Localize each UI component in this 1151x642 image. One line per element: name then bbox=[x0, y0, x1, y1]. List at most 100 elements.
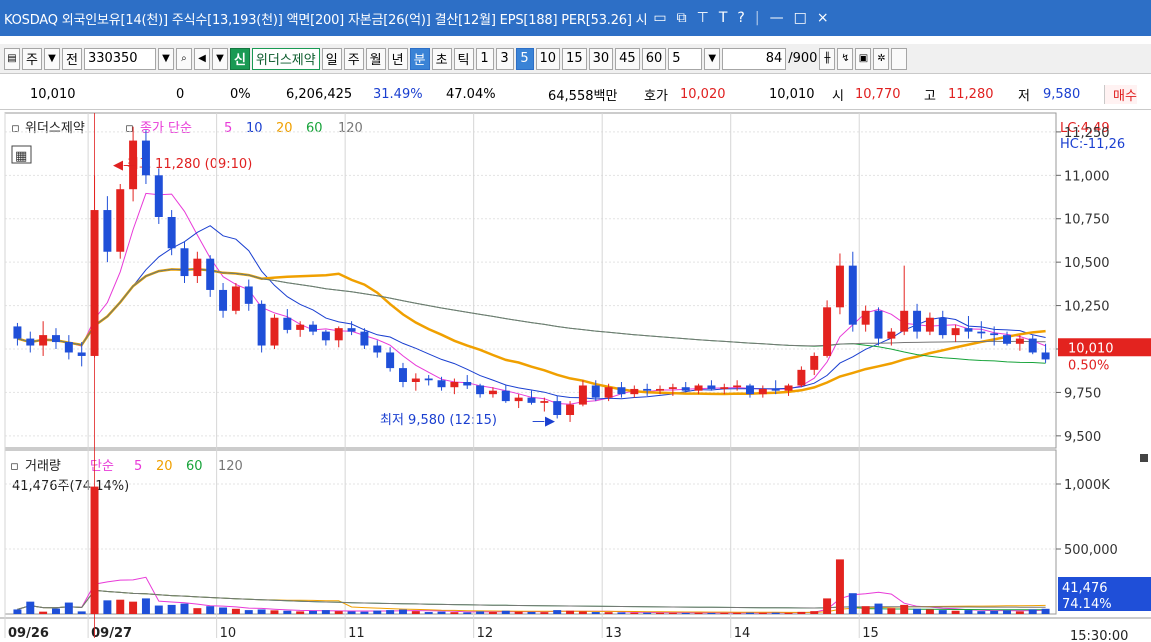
help-icon[interactable]: ? bbox=[737, 10, 745, 26]
volume-bar bbox=[1028, 609, 1037, 614]
candle-style-icon[interactable]: ╫ bbox=[819, 47, 836, 70]
code-dropdown-icon[interactable]: ▼ bbox=[157, 47, 174, 70]
price-legend-box2: ▫ bbox=[125, 121, 134, 136]
interval-1[interactable]: 1 bbox=[475, 47, 494, 70]
period-day[interactable]: 일 bbox=[321, 47, 342, 70]
speaker-icon[interactable]: ◀ bbox=[193, 47, 210, 70]
save-icon[interactable]: ▣ bbox=[855, 47, 872, 70]
low-annotation: 최저 9,580 (12:15) bbox=[380, 413, 497, 428]
volume-legend-label[interactable]: 단순 bbox=[90, 459, 114, 474]
volume-legend-name[interactable]: 거래량 bbox=[25, 459, 61, 474]
volume-bar bbox=[1041, 608, 1050, 614]
price-legend-box: ▫ bbox=[11, 121, 20, 136]
checkbox[interactable] bbox=[891, 47, 908, 70]
candle-body bbox=[167, 217, 176, 249]
volume-bar bbox=[668, 612, 677, 614]
volume-bar bbox=[309, 610, 318, 614]
stock-code-input[interactable]: 330350 bbox=[83, 47, 156, 70]
layout-toggle-icon[interactable]: ▤ bbox=[4, 47, 20, 70]
volume-bar bbox=[874, 603, 883, 614]
period-second[interactable]: 초 bbox=[431, 47, 452, 70]
minimize-icon[interactable]: — bbox=[769, 10, 784, 26]
volume-tick-label: 1,000K bbox=[1064, 478, 1110, 493]
maximize-icon[interactable]: □ bbox=[793, 10, 807, 26]
price-tick-label: 11,250 bbox=[1064, 126, 1110, 141]
candle-body bbox=[553, 401, 562, 415]
candle-body bbox=[437, 380, 446, 388]
current-price: 10,010 bbox=[30, 87, 76, 102]
search-icon[interactable]: ⌕ bbox=[175, 47, 192, 70]
candle-body bbox=[720, 387, 729, 389]
period-year[interactable]: 년 bbox=[387, 47, 408, 70]
candle-body bbox=[244, 286, 253, 304]
candle-body bbox=[501, 390, 510, 402]
period-month[interactable]: 월 bbox=[365, 47, 386, 70]
candle-body bbox=[861, 310, 870, 325]
buy-button[interactable]: 매수 bbox=[1104, 85, 1137, 104]
period-week[interactable]: 주 bbox=[343, 47, 364, 70]
stock-chart[interactable]: ▫ 위더스제약 ▫ 종가 단순 5 10 20 60 120 ▦ ▫ 거래량 단… bbox=[0, 112, 1151, 642]
candle-body bbox=[206, 258, 215, 290]
hc-label: HC:-11,26 bbox=[1060, 137, 1125, 152]
volume-bar bbox=[797, 611, 806, 614]
volume-bar bbox=[257, 609, 266, 614]
interval-select[interactable]: 5 bbox=[668, 47, 703, 70]
last-volume-pct-label: 74.14% bbox=[1062, 597, 1112, 612]
volume-bar bbox=[154, 605, 163, 614]
candle-body bbox=[1003, 335, 1012, 344]
indicator-icon[interactable]: ↯ bbox=[837, 47, 854, 70]
grid-toggle-icon[interactable] bbox=[11, 145, 32, 164]
volume-bar bbox=[604, 612, 613, 614]
date-label: 11 bbox=[348, 626, 365, 641]
market-select[interactable]: 전 bbox=[61, 47, 82, 70]
candle-body bbox=[848, 265, 857, 325]
vma60-label: 60 bbox=[186, 459, 203, 474]
speaker-dropdown-icon[interactable]: ▼ bbox=[211, 47, 228, 70]
settings-icon[interactable]: ✲ bbox=[873, 47, 890, 70]
price-legend-label[interactable]: 종가 단순 bbox=[140, 121, 192, 136]
window-icon[interactable]: ▭ bbox=[653, 10, 667, 26]
candle-body bbox=[231, 286, 240, 311]
date-label: 14 bbox=[734, 626, 751, 641]
candle-body bbox=[334, 328, 343, 341]
font-icon[interactable]: T bbox=[718, 10, 728, 26]
mode-dropdown-icon[interactable]: ▼ bbox=[43, 47, 60, 70]
turnover-ratio: 47.04% bbox=[446, 87, 496, 102]
volume-bar bbox=[424, 612, 433, 614]
last-price-box bbox=[1058, 338, 1151, 357]
interval-60[interactable]: 60 bbox=[641, 47, 667, 70]
volume-bar bbox=[411, 611, 420, 614]
volume-bar bbox=[578, 611, 587, 614]
volume-bar bbox=[887, 608, 896, 614]
interval-15[interactable]: 15 bbox=[562, 47, 587, 70]
close-icon[interactable]: × bbox=[816, 10, 829, 26]
volume-bar bbox=[553, 610, 562, 614]
candle-body bbox=[668, 387, 677, 389]
count-input[interactable]: 84 bbox=[722, 47, 787, 70]
period-minute[interactable]: 분 bbox=[409, 47, 430, 70]
candle-body bbox=[129, 140, 138, 190]
layout-icon[interactable]: ⧉ bbox=[676, 10, 687, 26]
mode-select[interactable]: 주 bbox=[22, 47, 42, 70]
low-price: 9,580 bbox=[1043, 87, 1081, 102]
pin-icon[interactable]: ⊤ bbox=[696, 10, 709, 26]
interval-10[interactable]: 10 bbox=[535, 47, 561, 70]
interval-5[interactable]: 5 bbox=[515, 47, 534, 70]
interval-3[interactable]: 3 bbox=[495, 47, 514, 70]
volume-bar bbox=[334, 611, 343, 614]
interval-dropdown-icon[interactable]: ▼ bbox=[704, 47, 721, 70]
ma120-label: 120 bbox=[338, 121, 363, 136]
price-legend-name[interactable]: 위더스제약 bbox=[25, 121, 85, 136]
stock-name[interactable]: 위더스제약 bbox=[251, 47, 320, 70]
volume-bar bbox=[848, 593, 857, 614]
ma10-line bbox=[17, 225, 1046, 400]
volume-bar bbox=[347, 611, 356, 614]
interval-45[interactable]: 45 bbox=[615, 47, 640, 70]
grid-toggle-glyph: ▦ bbox=[15, 149, 27, 164]
volume-bar bbox=[283, 610, 292, 614]
period-tick[interactable]: 틱 bbox=[453, 47, 474, 70]
interval-30[interactable]: 30 bbox=[588, 47, 614, 70]
candle-body bbox=[1041, 352, 1050, 360]
trade-volume: 6,206,425 bbox=[286, 87, 353, 102]
candle-body bbox=[450, 382, 459, 388]
